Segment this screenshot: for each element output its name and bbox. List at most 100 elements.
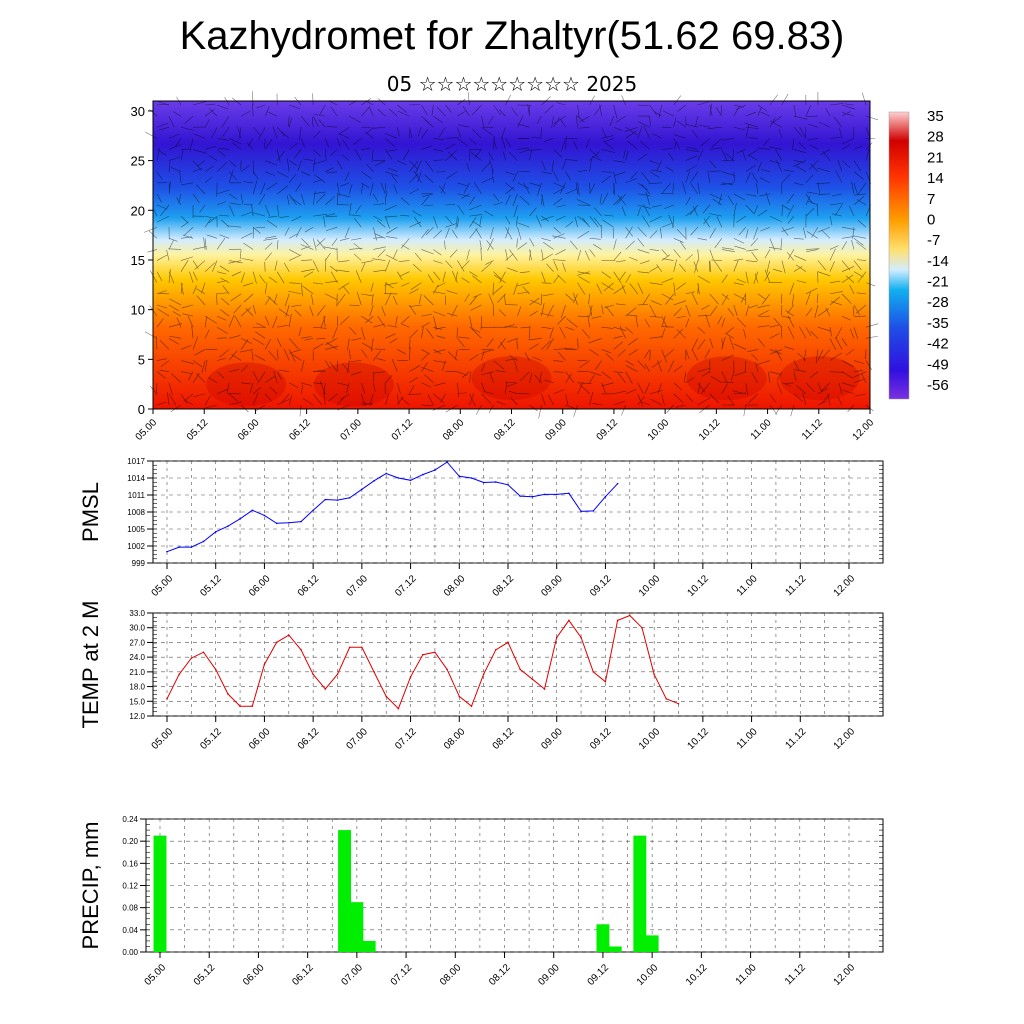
wind-barb xyxy=(436,282,446,288)
wind-barb xyxy=(312,260,319,273)
wind-barb xyxy=(517,242,528,250)
wind-barb xyxy=(764,269,771,283)
wind-barb xyxy=(815,349,819,364)
wind-barb xyxy=(325,345,339,350)
wind-barb xyxy=(685,254,693,261)
wind-barb xyxy=(385,333,396,339)
data-point xyxy=(507,641,509,644)
wind-barb xyxy=(168,304,179,312)
wind-barb xyxy=(736,215,746,223)
wind-barb xyxy=(192,271,198,281)
colorbar-label: -7 xyxy=(927,232,940,249)
wind-barb xyxy=(204,176,213,184)
wind-barb xyxy=(865,142,873,150)
warm-core-3 xyxy=(686,356,767,401)
wind-barb xyxy=(573,141,578,150)
wind-barb xyxy=(740,293,747,303)
wind-barb xyxy=(338,260,350,263)
wind-barb xyxy=(356,291,362,306)
data-point xyxy=(580,636,582,639)
wind-barb xyxy=(792,138,795,150)
wind-barb xyxy=(613,196,623,206)
wind-barb xyxy=(753,271,759,284)
wind-barb xyxy=(589,305,593,317)
wind-barb xyxy=(168,181,171,194)
wind-barb xyxy=(278,308,290,317)
wind-barb xyxy=(210,127,218,139)
ytick-label: 30.0 xyxy=(129,624,145,633)
wind-barb xyxy=(553,348,567,350)
wind-barb xyxy=(847,404,855,413)
wind-barb xyxy=(769,120,783,128)
wind-barb xyxy=(424,174,434,183)
wind-barb xyxy=(841,266,855,272)
wind-barb xyxy=(219,265,230,272)
wind-barb xyxy=(601,326,614,329)
wind-barb xyxy=(505,227,513,240)
wind-barb xyxy=(243,282,254,287)
wind-barb xyxy=(256,322,266,328)
wind-barb xyxy=(747,349,758,353)
wind-barb xyxy=(781,93,789,106)
wind-barb xyxy=(553,389,565,395)
data-point xyxy=(616,619,619,622)
wind-barb xyxy=(673,365,683,372)
data-point xyxy=(495,481,497,483)
wind-barb xyxy=(841,382,855,387)
wind-barb xyxy=(469,316,473,330)
precip-bar xyxy=(633,835,647,952)
wind-barb xyxy=(829,261,835,272)
wind-barb xyxy=(689,204,698,215)
wind-barb xyxy=(593,244,602,250)
wind-barb xyxy=(263,238,278,241)
wind-barb xyxy=(625,150,629,161)
xtick-label: 05.00 xyxy=(150,573,176,599)
wind-barb xyxy=(424,374,434,383)
wind-barb xyxy=(721,149,728,162)
wind-barb xyxy=(757,293,766,300)
wind-barb xyxy=(400,215,410,217)
wind-barb xyxy=(594,360,602,371)
wind-barb xyxy=(635,315,638,328)
wind-barb xyxy=(841,293,852,304)
wind-barb xyxy=(805,382,815,393)
wind-barb xyxy=(374,160,386,167)
wind-barb xyxy=(373,246,386,250)
wind-barb xyxy=(258,193,266,205)
wind-barb xyxy=(243,293,254,303)
wind-barb xyxy=(846,275,855,284)
wind-barb xyxy=(152,207,158,217)
ytick-label: 15.0 xyxy=(129,697,145,706)
wind-barb xyxy=(565,373,572,383)
wind-barb xyxy=(264,242,273,250)
wind-barb xyxy=(841,338,848,347)
data-point xyxy=(458,475,461,478)
wind-barb xyxy=(553,198,563,206)
wind-barb xyxy=(284,293,290,307)
wind-barb xyxy=(189,271,194,283)
wind-barb xyxy=(553,115,566,124)
wind-barb xyxy=(481,371,494,376)
wind-barb xyxy=(807,138,818,141)
wind-barb xyxy=(349,304,360,307)
wind-barb xyxy=(228,260,242,264)
colorbar-label: -14 xyxy=(927,253,949,270)
wind-barb xyxy=(505,381,507,394)
wind-barb xyxy=(457,110,466,117)
wind-barb xyxy=(316,338,326,340)
wind-barb xyxy=(556,102,566,106)
wind-barb xyxy=(685,318,690,328)
wind-barb xyxy=(231,271,242,277)
wind-barb xyxy=(377,316,386,328)
wind-barb xyxy=(192,101,207,106)
wind-barb xyxy=(789,282,795,295)
wind-barb xyxy=(332,327,338,340)
wind-barb xyxy=(757,360,770,365)
wind-barb xyxy=(289,143,298,150)
wind-barb xyxy=(853,182,859,196)
wind-barb xyxy=(754,273,759,283)
wind-barb xyxy=(603,138,614,143)
wind-barb xyxy=(721,171,736,176)
wind-barb xyxy=(339,315,350,325)
wind-barb xyxy=(553,371,564,373)
